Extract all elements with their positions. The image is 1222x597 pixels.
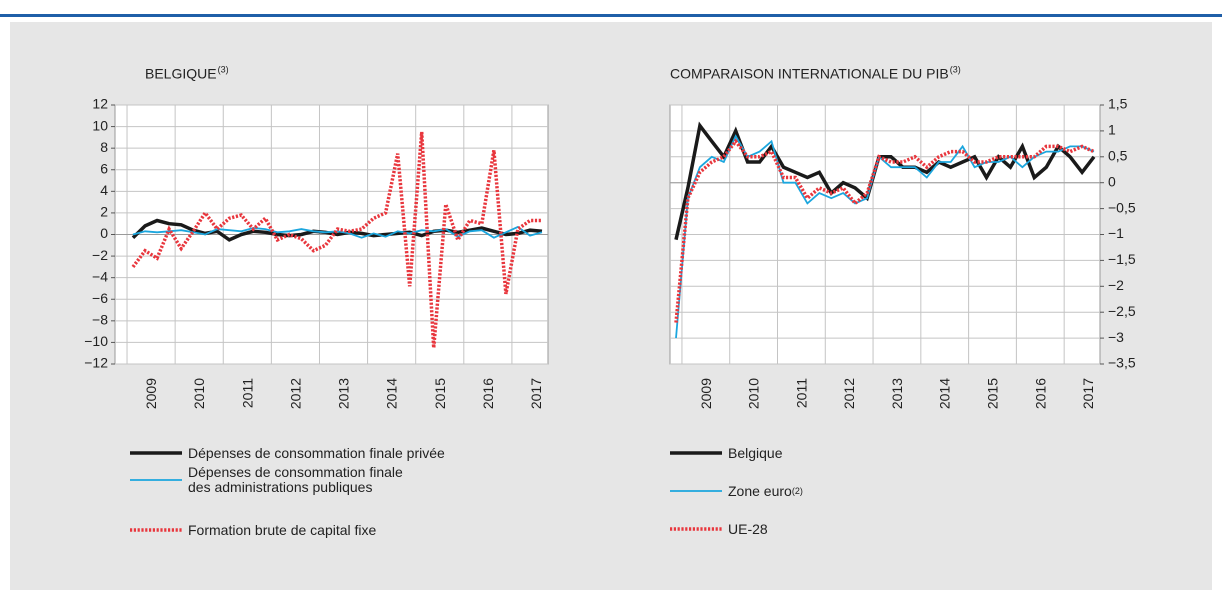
series-line [674, 121, 1096, 241]
x-tick-label: 2013 [889, 378, 905, 409]
y-tick-label: 4 [100, 182, 108, 198]
x-tick-label: 2015 [985, 378, 1001, 409]
x-tick-label: 2013 [336, 378, 352, 409]
y-tick-label: −3,5 [1108, 355, 1136, 371]
y-tick-label: 10 [92, 117, 108, 133]
x-tick-label: 2014 [937, 378, 953, 409]
x-tick-label: 2017 [528, 378, 544, 409]
y-tick-label: −2 [1108, 277, 1124, 293]
y-tick-label: −1 [1108, 225, 1124, 241]
y-tick-label: −1,5 [1108, 251, 1136, 267]
x-tick-label: 2014 [384, 378, 400, 409]
y-tick-label: 2 [100, 204, 108, 220]
y-tick-label: 6 [100, 160, 108, 176]
series-line [131, 131, 542, 348]
series-line [131, 218, 543, 242]
legend-label: Formation brute de capital fixe [188, 521, 377, 538]
top-rule [0, 14, 1222, 17]
y-tick-label: 0 [100, 225, 108, 241]
x-tick-label: 2011 [239, 378, 255, 408]
legend-entry: Dépenses de consommation finale privée [130, 437, 445, 469]
legend-swatch [670, 490, 722, 492]
legend-swatch [670, 527, 722, 531]
x-tick-label: 2010 [746, 378, 762, 409]
x-tick-label: 2016 [480, 378, 496, 409]
y-tick-label: −6 [92, 290, 108, 306]
legend-label-sup: (2) [791, 486, 803, 496]
legend-entry: Zone euro (2) [670, 475, 803, 507]
x-tick-label: 2015 [432, 378, 448, 409]
x-tick-label: 2011 [793, 378, 809, 408]
y-tick-label: 0 [1108, 173, 1116, 189]
legend-entry: Belgique [670, 437, 783, 469]
series-line [132, 225, 543, 239]
legend-swatch [670, 451, 722, 455]
y-tick-label: −10 [84, 333, 108, 349]
chart-title: COMPARAISON INTERNATIONALE DU PIB [670, 66, 949, 82]
x-tick-label: 2012 [287, 378, 303, 409]
legend-entry: UE-28 [670, 513, 768, 545]
y-tick-label: 1 [1108, 122, 1116, 138]
legend-label: Belgique [728, 444, 783, 461]
y-tick-label: −0,5 [1108, 199, 1136, 215]
y-tick-label: −2,5 [1108, 303, 1136, 319]
chart-title: BELGIQUE [145, 66, 217, 82]
y-tick-label: 12 [92, 96, 108, 112]
series-line [674, 138, 1095, 323]
y-tick-label: −4 [92, 268, 108, 284]
x-tick-label: 2012 [841, 378, 857, 409]
y-tick-label: −12 [84, 355, 108, 371]
x-tick-label: 2009 [698, 378, 714, 409]
y-tick-label: −2 [92, 247, 108, 263]
x-tick-label: 2017 [1080, 378, 1096, 409]
legend-label: Dépenses de consommation finale des admi… [188, 464, 403, 495]
y-tick-label: −3 [1108, 329, 1124, 345]
x-tick-label: 2010 [191, 378, 207, 409]
legend-entry: Formation brute de capital fixe [130, 514, 376, 546]
x-tick-label: 2009 [143, 378, 159, 409]
legend-swatch [130, 451, 182, 455]
y-tick-label: 1,5 [1108, 96, 1128, 112]
legend-swatch [130, 479, 182, 481]
legend-label: UE-28 [728, 520, 768, 537]
chart-title-sup: (3) [218, 64, 229, 74]
x-tick-label: 2016 [1032, 378, 1048, 409]
legend-entry: Dépenses de consommation finale des admi… [130, 464, 403, 496]
legend-label: Dépenses de consommation finale privée [188, 444, 445, 461]
y-tick-label: −8 [92, 312, 108, 328]
chart-title-sup: (3) [950, 64, 961, 74]
y-tick-label: 0,5 [1108, 148, 1128, 164]
legend-label: Zone euro [728, 482, 792, 499]
legend-swatch [130, 528, 182, 532]
y-tick-label: 8 [100, 139, 108, 155]
